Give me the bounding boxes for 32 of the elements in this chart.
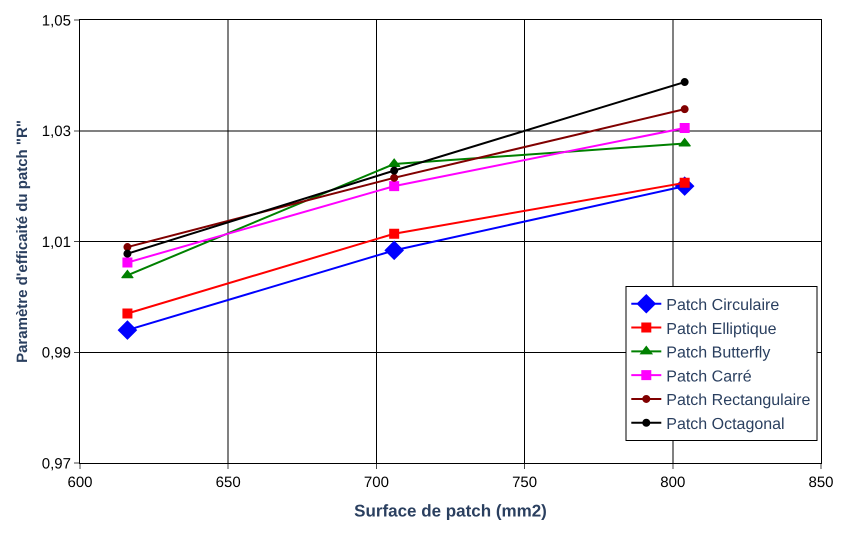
legend-label: Patch Octagonal [666,416,785,433]
point [123,250,132,258]
point [680,78,689,86]
point [680,105,689,114]
y-tick-label: 1,01 [42,234,71,251]
legend-label: Patch Elliptique [666,320,777,338]
y-tick-label: 1,05 [42,12,71,30]
x-tick-label: 650 [216,474,241,491]
x-tick-label: 600 [67,474,93,491]
point [122,308,132,318]
y-tick-label: 1,03 [42,123,71,140]
point [390,174,398,182]
x-tick-label: 850 [808,474,834,491]
point [122,258,132,268]
point [390,166,398,175]
legend-label: Patch Rectangulaire [666,392,810,410]
point [389,228,400,239]
x-axis-title: Surface de patch (mm2) [354,501,547,520]
point [118,320,138,340]
y-tick-label: 0,99 [42,344,71,362]
point [384,240,404,260]
legend-label: Patch Butterfly [666,344,770,362]
x-tick-label: 700 [364,474,389,491]
legend-label: Patch Circulaire [666,296,780,314]
point [123,243,132,252]
legend-label: Patch Carré [666,368,752,386]
x-tick-label: 750 [512,474,538,491]
y-axis-title: Paramètre d'efficaité du patch "R" [14,120,32,363]
point [389,181,400,192]
y-tick-label: 0,97 [42,455,71,472]
point [680,122,690,133]
x-tick-label: 800 [660,474,686,491]
